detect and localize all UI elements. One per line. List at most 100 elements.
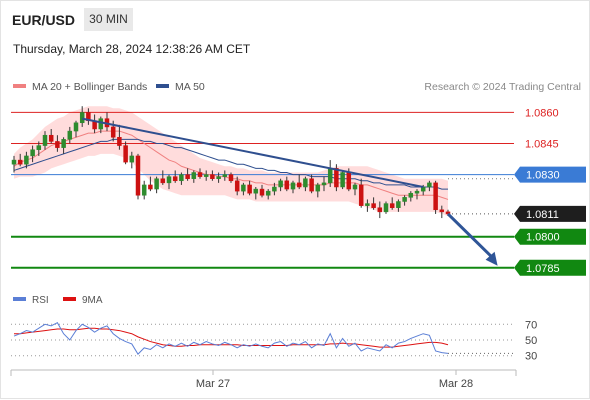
legend-swatch-1 xyxy=(156,84,169,88)
candle-body xyxy=(24,155,29,165)
candle-body xyxy=(123,145,128,163)
symbol-label: EUR/USD xyxy=(12,12,76,28)
candle-body xyxy=(11,159,17,165)
price-badge-1.0800 xyxy=(514,228,586,245)
rsi-tick-70: 70 xyxy=(525,319,537,331)
candle-body xyxy=(17,159,23,165)
candle-body xyxy=(98,118,104,130)
forecast-arrow-shaft xyxy=(446,212,495,260)
candle-body xyxy=(408,192,414,198)
candle-body xyxy=(166,176,172,184)
candle-body xyxy=(358,184,364,206)
candle-body xyxy=(352,184,358,190)
candle-body xyxy=(73,122,79,132)
candle-body xyxy=(110,126,116,138)
candle-body xyxy=(321,182,327,186)
candle-body xyxy=(241,184,246,192)
candle-body xyxy=(259,188,265,196)
candle-body xyxy=(42,134,48,146)
rsi-tick-50: 50 xyxy=(525,335,537,347)
price-label-1.0830: 1.0830 xyxy=(526,170,560,182)
price-badge-1.0830 xyxy=(514,166,586,183)
chart-header: EUR/USD 30 MIN xyxy=(0,0,590,37)
candle-body xyxy=(203,174,209,177)
candle-body xyxy=(327,168,333,184)
candle-body xyxy=(439,209,445,213)
candle-body xyxy=(340,172,345,188)
candle-body xyxy=(414,190,420,194)
price-label-1.0785: 1.0785 xyxy=(526,263,560,275)
legend-label-1: MA 50 xyxy=(175,81,205,93)
candle-body xyxy=(160,178,166,184)
candle-body xyxy=(30,149,35,157)
candle-body xyxy=(371,203,376,208)
candle-body xyxy=(179,174,184,182)
candle-body xyxy=(247,184,252,194)
bollinger-band-area xyxy=(14,106,448,216)
candle-body xyxy=(433,182,438,211)
candle-body xyxy=(55,141,60,148)
candle-body xyxy=(346,172,352,190)
rsi-legend-label-1: 9MA xyxy=(82,295,103,306)
candle-body xyxy=(135,155,141,196)
price-badge-1.0785 xyxy=(514,259,586,276)
candle-body xyxy=(315,184,321,192)
candle-body xyxy=(141,184,147,196)
candle-body xyxy=(309,178,314,192)
timeframe-button[interactable]: 30 MIN xyxy=(84,8,133,31)
candle-body xyxy=(216,176,221,179)
candle-body xyxy=(365,203,370,206)
candle-body xyxy=(210,174,215,179)
candle-body xyxy=(253,188,259,194)
candle-body xyxy=(334,168,339,188)
credit-text: Research © 2024 Trading Central xyxy=(424,81,581,93)
rsi-legend-swatch-0 xyxy=(13,297,26,301)
ma50-line xyxy=(13,138,448,190)
candle-body xyxy=(377,207,383,213)
candle-body xyxy=(265,190,271,196)
candle-body xyxy=(272,186,277,192)
price-label-1.0845: 1.0845 xyxy=(525,139,559,151)
price-label-1.0800: 1.0800 xyxy=(526,232,560,244)
rsi-tick-30: 30 xyxy=(525,351,537,363)
x-tick-label-1: Mar 28 xyxy=(439,378,473,390)
trend-line xyxy=(82,117,424,188)
rsi-line xyxy=(13,322,449,355)
rsi-legend-label-0: RSI xyxy=(32,295,49,306)
candle-body xyxy=(191,172,197,179)
chart-datetime: Thursday, March 28, 2024 12:38:26 AM CET xyxy=(13,42,251,56)
candle-body xyxy=(79,112,85,124)
price-label-1.0811: 1.0811 xyxy=(526,209,559,221)
candle-body xyxy=(197,172,203,177)
candle-body xyxy=(296,182,302,188)
candle-body xyxy=(148,184,153,190)
candle-body xyxy=(154,178,159,190)
legend-label-0: MA 20 + Bollinger Bands xyxy=(32,81,147,93)
candle-body xyxy=(185,174,190,179)
x-tick-label-0: Mar 27 xyxy=(196,378,230,390)
candle-body xyxy=(117,137,122,146)
candle-body xyxy=(61,139,66,148)
candle-body xyxy=(284,180,290,190)
candle-body xyxy=(303,178,308,188)
candle-body xyxy=(228,174,234,182)
candle-body xyxy=(427,182,432,188)
candle-body xyxy=(172,176,178,182)
candle-body xyxy=(36,145,42,150)
rsi-legend-swatch-1 xyxy=(63,297,76,301)
candle-body xyxy=(234,180,240,192)
candle-body xyxy=(389,203,395,208)
candle-body xyxy=(383,203,389,213)
candle-body xyxy=(48,134,54,142)
candle-body xyxy=(278,180,283,188)
price-label-1.0860: 1.0860 xyxy=(525,107,559,119)
candle-body xyxy=(290,182,296,190)
candle-body xyxy=(222,174,228,177)
candle-body xyxy=(396,201,401,208)
candle-body xyxy=(402,197,407,202)
price-badge-1.0811 xyxy=(514,205,586,222)
candle-body xyxy=(67,130,73,140)
candle-body xyxy=(129,155,135,163)
forecast-arrow-head xyxy=(485,251,498,266)
